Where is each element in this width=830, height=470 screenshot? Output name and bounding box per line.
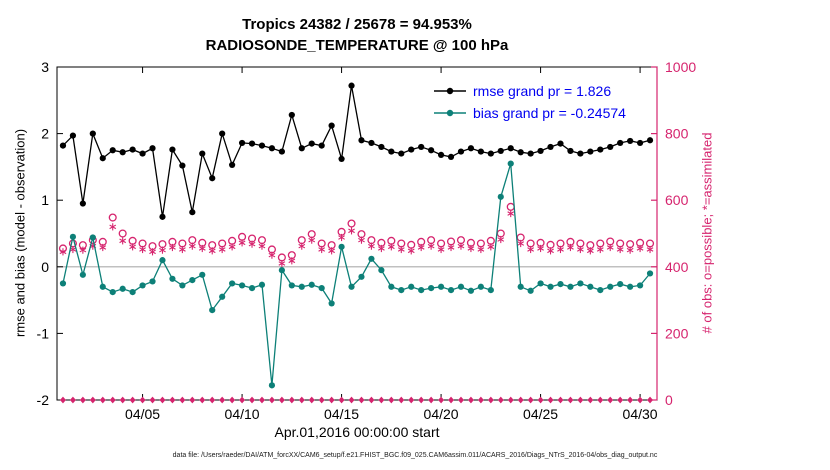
svg-text:04/15: 04/15 [324,406,359,422]
legend-row-rmse: rmse grand pr = 1.826 [434,80,626,102]
svg-text:800: 800 [665,126,689,142]
svg-text:3: 3 [41,59,49,75]
chart-title: Tropics 24382 / 25678 = 94.953% [242,16,472,33]
svg-text:1: 1 [41,192,49,208]
svg-text:1000: 1000 [665,59,696,75]
svg-text:0: 0 [665,392,673,408]
data-file-path: data file: /Users/raeder/DAI/ATM_forcXX/… [172,452,658,459]
svg-text:04/20: 04/20 [424,406,459,422]
svg-text:2: 2 [41,126,49,142]
series-bias [59,160,654,389]
series-rmse [59,82,654,220]
y-axis-right-label: # of obs: o=possible; *=assimilated [699,132,715,334]
svg-text:04/05: 04/05 [125,406,160,422]
svg-text:04/10: 04/10 [225,406,260,422]
legend-line-sample-rmse [434,87,466,95]
legend: rmse grand pr = 1.826 bias grand pr = -0… [434,80,626,124]
svg-text:04/30: 04/30 [623,406,658,422]
svg-text:-2: -2 [37,392,50,408]
series-obs_baseline_zero [59,396,654,404]
series-obs_possible [58,202,655,262]
chart-subtitle: RADIOSONDE_TEMPERATURE @ 100 hPa [205,37,509,54]
y-axis-left: -2 -1 0 1 2 3 [37,59,63,408]
y-axis-right: 0 200 400 600 800 1000 [651,59,696,408]
svg-text:400: 400 [665,259,689,275]
legend-row-bias: bias grand pr = -0.24574 [434,102,626,124]
series-obs_assimilated [59,209,654,268]
chart-title-block: Tropics 24382 / 25678 = 94.953% RADIOSON… [57,14,657,56]
legend-line-sample-bias [434,109,466,117]
x-axis-label: Apr.01,2016 00:00:00 start [274,424,440,440]
svg-text:200: 200 [665,325,689,341]
x-axis: 04/05 04/10 04/15 04/20 04/25 04/30 [125,67,658,422]
axes-box [56,66,658,401]
svg-text:-1: -1 [37,325,50,341]
svg-text:0: 0 [41,259,49,275]
legend-label-rmse: rmse grand pr = 1.826 [473,83,612,99]
y-axis-left-label: rmse and bias (model - observation) [12,128,28,338]
svg-text:04/25: 04/25 [523,406,558,422]
svg-text:600: 600 [665,192,689,208]
legend-label-bias: bias grand pr = -0.24574 [473,105,626,121]
